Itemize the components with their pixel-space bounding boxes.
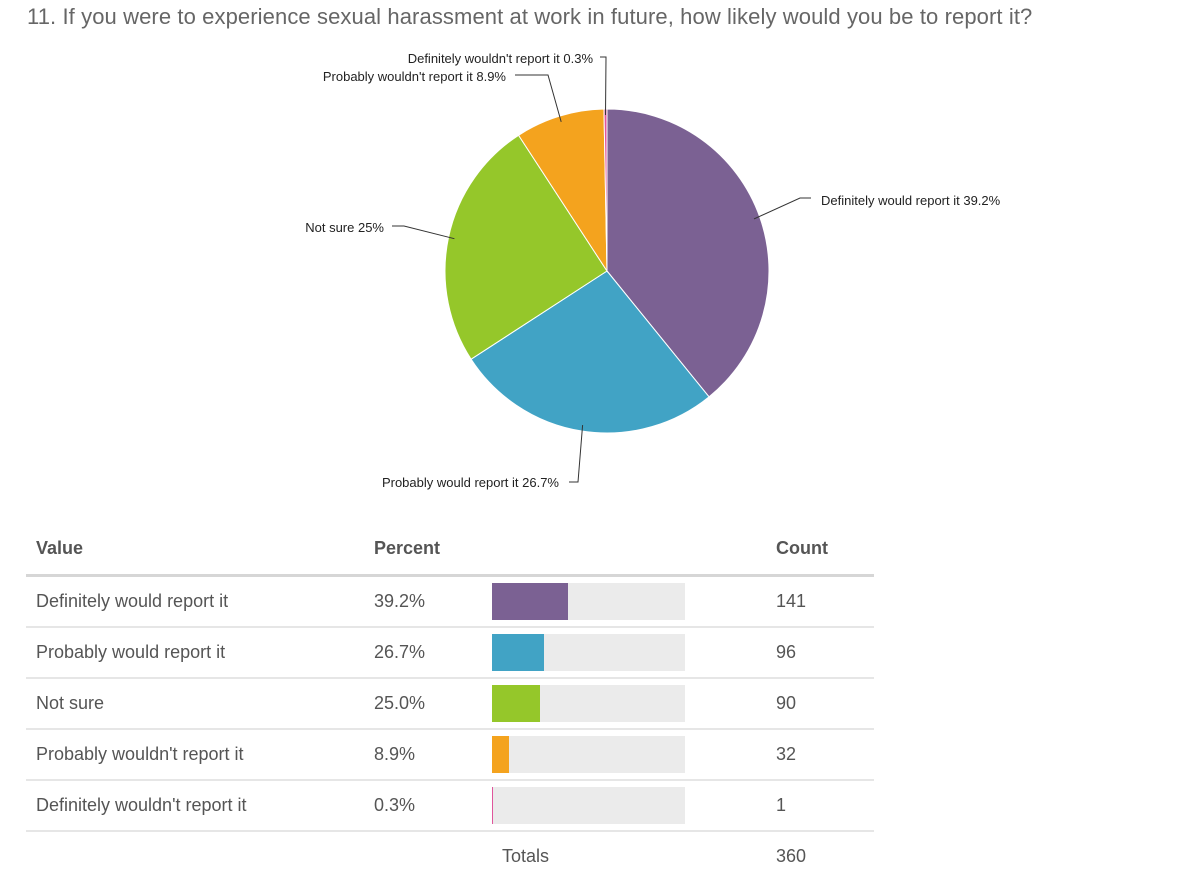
table-header-row: Value Percent Count (26, 527, 874, 577)
row-percent: 8.9% (374, 744, 416, 764)
totals-count: 360 (776, 846, 807, 866)
row-value: Not sure (36, 693, 105, 713)
table-row: Definitely wouldn't report it 0.3% 1 (26, 781, 874, 832)
pie-slice-label: Probably wouldn't report it 8.9% (323, 69, 507, 84)
results-table: Value Percent Count Definitely would rep… (26, 527, 874, 881)
table-row: Probably wouldn't report it 8.9% 32 (26, 730, 874, 781)
percent-bar-fill (492, 583, 568, 620)
header-percent: Percent (374, 538, 441, 558)
row-value: Definitely would report it (36, 591, 229, 611)
percent-bar-fill (492, 685, 541, 722)
row-count: 32 (776, 744, 797, 764)
percent-bar-track (492, 787, 685, 824)
table-row: Probably would report it 26.7% 96 (26, 628, 874, 679)
pie-leader-line (600, 56, 607, 116)
row-percent: 26.7% (374, 642, 426, 662)
table-totals-row: Totals 360 (26, 832, 874, 881)
row-percent: 25.0% (374, 693, 426, 713)
pie-slice-label: Probably would report it 26.7% (382, 475, 559, 490)
percent-bar-track (492, 634, 685, 671)
pie-slice-label: Definitely wouldn't report it 0.3% (408, 51, 594, 66)
row-count: 1 (776, 795, 787, 815)
pie-leader-line (569, 425, 584, 483)
header-count: Count (776, 538, 828, 558)
row-value: Definitely wouldn't report it (36, 795, 247, 815)
percent-bar-fill (492, 736, 510, 773)
row-value: Probably wouldn't report it (36, 744, 244, 764)
row-percent: 39.2% (374, 591, 426, 611)
pie-slice-label: Definitely would report it 39.2% (821, 193, 1001, 208)
percent-bar-track (492, 583, 685, 620)
row-value: Probably would report it (36, 642, 226, 662)
table-row: Not sure 25.0% 90 (26, 679, 874, 730)
pie-slice-label: Not sure 25% (305, 220, 384, 235)
table-row: Definitely would report it 39.2% 141 (26, 577, 874, 628)
header-value: Value (36, 538, 84, 558)
percent-bar-fill (492, 634, 544, 671)
percent-bar-fill (492, 787, 493, 824)
row-count: 90 (776, 693, 797, 713)
pie-leader-line (753, 197, 811, 220)
totals-label: Totals (502, 846, 550, 866)
question-title: 11. If you were to experience sexual har… (27, 4, 1033, 29)
row-percent: 0.3% (374, 795, 416, 815)
pie-leader-line (392, 225, 455, 240)
percent-bar-track (492, 736, 685, 773)
row-count: 96 (776, 642, 797, 662)
pie-slice (606, 108, 770, 398)
pie-chart: Definitely would report it 39.2% Probably… (305, 51, 1001, 490)
pie-leader-line (515, 74, 562, 123)
percent-bar-track (492, 685, 685, 722)
row-count: 141 (776, 591, 807, 611)
